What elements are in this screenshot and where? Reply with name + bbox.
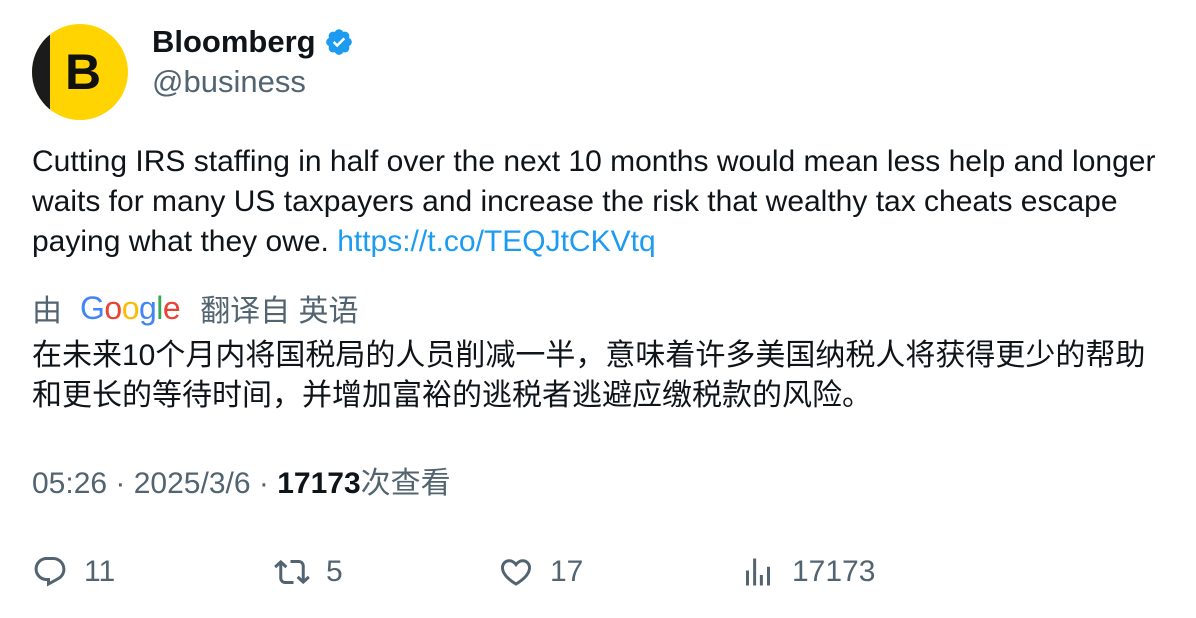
avatar-stripe: [32, 24, 50, 120]
tweet-time[interactable]: 05:26: [32, 467, 108, 500]
reply-icon: [34, 557, 66, 587]
like-button[interactable]: 17: [498, 550, 583, 594]
meta-separator-2: ·: [250, 467, 278, 500]
like-count: 17: [550, 555, 584, 588]
author-name-row: Bloomberg: [152, 24, 354, 60]
display-name[interactable]: Bloomberg: [152, 24, 316, 59]
tweet-body: Cutting IRS staffing in half over the ne…: [32, 145, 1156, 258]
author-handle[interactable]: @business: [152, 64, 306, 99]
views-action-count: 17173: [792, 555, 876, 588]
translation-suffix[interactable]: 翻译自 英语: [200, 295, 359, 328]
views-label: 次查看: [360, 467, 451, 500]
meta-separator: ·: [107, 467, 134, 500]
translation-attribution: 由 Google 翻译自 英语: [32, 286, 359, 330]
views-count: 17173: [277, 467, 361, 500]
views-chart-icon: [746, 558, 770, 586]
reply-count: 11: [84, 555, 116, 588]
tweet-meta: 05:26 · 2025/3/6 · 17173次查看: [32, 464, 451, 504]
retweet-count: 5: [326, 555, 343, 588]
translated-text: 在未来10个月内将国税局的人员削减一半，意味着许多美国纳税人将获得更少的帮助和更…: [32, 339, 1146, 412]
retweet-icon: [274, 559, 310, 585]
reply-button[interactable]: 11: [32, 550, 115, 594]
heart-icon: [500, 559, 532, 586]
retweet-button[interactable]: 5: [274, 550, 343, 594]
avatar[interactable]: B: [32, 24, 128, 120]
tweet-text: Cutting IRS staffing in half over the ne…: [32, 142, 1172, 262]
verified-badge-icon: [324, 27, 354, 57]
action-bar: 11 5 17 17173: [32, 550, 1172, 594]
avatar-letter: B: [64, 44, 102, 100]
google-logo: Google: [80, 289, 181, 326]
views-button[interactable]: 17173: [740, 550, 875, 594]
tweet-link[interactable]: https://t.co/TEQJtCKVtq: [337, 225, 656, 258]
translation-prefix: 由: [32, 295, 62, 328]
tweet-date[interactable]: 2025/3/6: [133, 467, 251, 500]
